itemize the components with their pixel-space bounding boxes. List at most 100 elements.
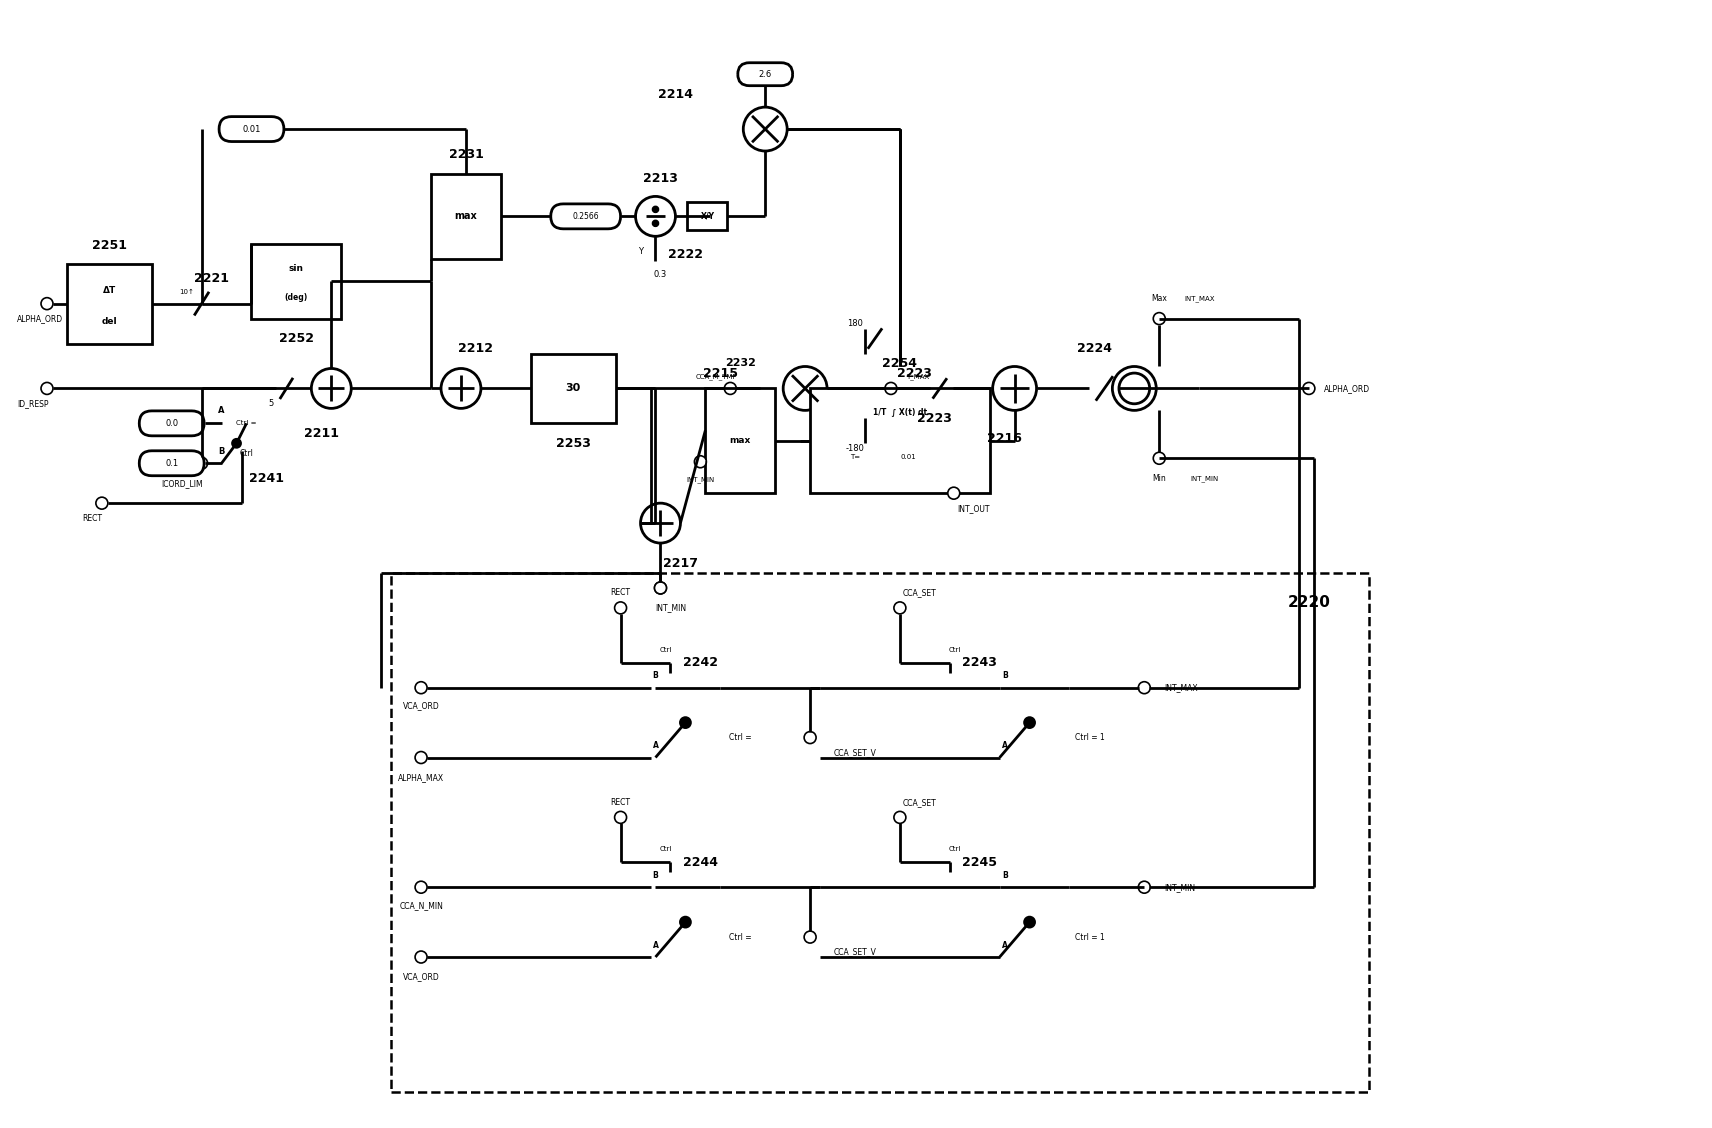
Circle shape xyxy=(652,206,657,212)
Circle shape xyxy=(414,881,426,893)
Text: 0.01: 0.01 xyxy=(243,124,260,133)
Circle shape xyxy=(805,732,817,743)
Circle shape xyxy=(615,811,627,823)
Text: 2223: 2223 xyxy=(897,367,933,380)
Text: 2242: 2242 xyxy=(683,656,717,669)
Text: B: B xyxy=(652,671,659,680)
Text: CCA_SET: CCA_SET xyxy=(902,589,936,598)
Circle shape xyxy=(312,369,351,408)
Text: A: A xyxy=(219,406,224,415)
Text: 2221: 2221 xyxy=(193,272,229,285)
Text: max: max xyxy=(729,437,752,446)
Circle shape xyxy=(894,811,906,823)
Text: B: B xyxy=(1002,671,1007,680)
Text: 0.01: 0.01 xyxy=(901,453,916,459)
Text: sin: sin xyxy=(289,264,305,273)
Text: INT_MIN: INT_MIN xyxy=(1190,475,1219,482)
Text: ALPHA_ORD: ALPHA_ORD xyxy=(17,314,63,323)
Circle shape xyxy=(948,487,960,500)
Circle shape xyxy=(96,497,108,509)
Circle shape xyxy=(442,369,481,408)
Circle shape xyxy=(414,681,426,694)
Text: 2251: 2251 xyxy=(92,239,127,253)
Circle shape xyxy=(654,582,666,594)
Circle shape xyxy=(615,602,627,614)
Text: X/Y: X/Y xyxy=(700,212,714,221)
Text: INT_OUT: INT_OUT xyxy=(957,503,990,512)
Circle shape xyxy=(1113,367,1156,411)
Text: ALPHA_MAX: ALPHA_MAX xyxy=(397,773,443,782)
Text: ΔT: ΔT xyxy=(103,285,116,294)
Text: T=: T= xyxy=(849,453,859,459)
Text: 2244: 2244 xyxy=(683,856,717,869)
Text: Max: Max xyxy=(1150,294,1168,303)
Bar xyxy=(67,264,152,344)
Text: 2241: 2241 xyxy=(248,472,284,485)
Circle shape xyxy=(654,582,666,594)
Bar xyxy=(531,353,616,423)
Bar xyxy=(705,388,776,493)
Circle shape xyxy=(680,717,690,728)
Text: CCA_N_MIN: CCA_N_MIN xyxy=(399,900,443,909)
Circle shape xyxy=(195,457,207,469)
Text: 2212: 2212 xyxy=(459,342,493,355)
Circle shape xyxy=(640,503,680,543)
Circle shape xyxy=(805,931,817,943)
Circle shape xyxy=(1154,452,1166,465)
Circle shape xyxy=(1120,373,1150,404)
Text: ICORD_LIM: ICORD_LIM xyxy=(161,478,202,487)
Text: 2213: 2213 xyxy=(644,171,678,185)
Circle shape xyxy=(743,107,788,151)
Circle shape xyxy=(1138,681,1150,694)
Text: CCA_M_TMP: CCA_M_TMP xyxy=(695,373,738,380)
Bar xyxy=(810,388,990,493)
Text: 0.3: 0.3 xyxy=(654,270,668,279)
Text: A: A xyxy=(1002,741,1008,750)
Text: 1/T  ∫ X(t) dt: 1/T ∫ X(t) dt xyxy=(873,407,926,416)
Text: INT_MAX: INT_MAX xyxy=(1185,296,1214,302)
Circle shape xyxy=(782,367,827,411)
Text: A: A xyxy=(652,941,659,950)
FancyBboxPatch shape xyxy=(219,116,284,141)
Bar xyxy=(390,573,1368,1092)
Text: 2253: 2253 xyxy=(556,437,591,450)
Circle shape xyxy=(680,917,690,927)
Text: B: B xyxy=(219,447,224,456)
Text: 2223: 2223 xyxy=(918,412,952,425)
Text: (deg): (deg) xyxy=(284,293,308,302)
Text: 30: 30 xyxy=(565,384,580,394)
Text: max: max xyxy=(455,211,478,221)
FancyBboxPatch shape xyxy=(738,63,793,86)
Circle shape xyxy=(724,382,736,395)
Text: 2215: 2215 xyxy=(704,367,738,380)
Text: Y: Y xyxy=(639,247,644,256)
Text: Ctrl =: Ctrl = xyxy=(729,933,752,942)
Text: 2217: 2217 xyxy=(663,556,698,570)
Circle shape xyxy=(41,298,53,309)
Text: 2222: 2222 xyxy=(668,248,704,261)
Text: B: B xyxy=(1002,871,1007,880)
Text: 0.0: 0.0 xyxy=(164,418,178,428)
Bar xyxy=(252,244,341,318)
Text: 2211: 2211 xyxy=(303,426,339,440)
Text: Ctrl: Ctrl xyxy=(659,846,671,853)
Text: Ctrl: Ctrl xyxy=(240,449,253,458)
Text: INT_MIN: INT_MIN xyxy=(656,603,687,613)
Text: A: A xyxy=(1002,941,1008,950)
Text: del: del xyxy=(101,317,116,326)
Circle shape xyxy=(885,382,897,395)
Text: -180: -180 xyxy=(846,443,865,452)
Text: RECT: RECT xyxy=(611,797,630,807)
Circle shape xyxy=(414,751,426,764)
Text: CCA_SET_V: CCA_SET_V xyxy=(834,948,877,957)
Text: Ctrl: Ctrl xyxy=(948,646,960,653)
Text: INT_MAX: INT_MAX xyxy=(1164,684,1198,693)
Text: 0.2566: 0.2566 xyxy=(572,212,599,221)
FancyBboxPatch shape xyxy=(139,411,204,435)
Circle shape xyxy=(1138,881,1150,893)
Text: 2.6: 2.6 xyxy=(758,70,772,79)
Circle shape xyxy=(233,439,240,448)
Text: Ctrl: Ctrl xyxy=(659,646,671,653)
Text: 2252: 2252 xyxy=(279,332,313,345)
Text: B: B xyxy=(652,871,659,880)
